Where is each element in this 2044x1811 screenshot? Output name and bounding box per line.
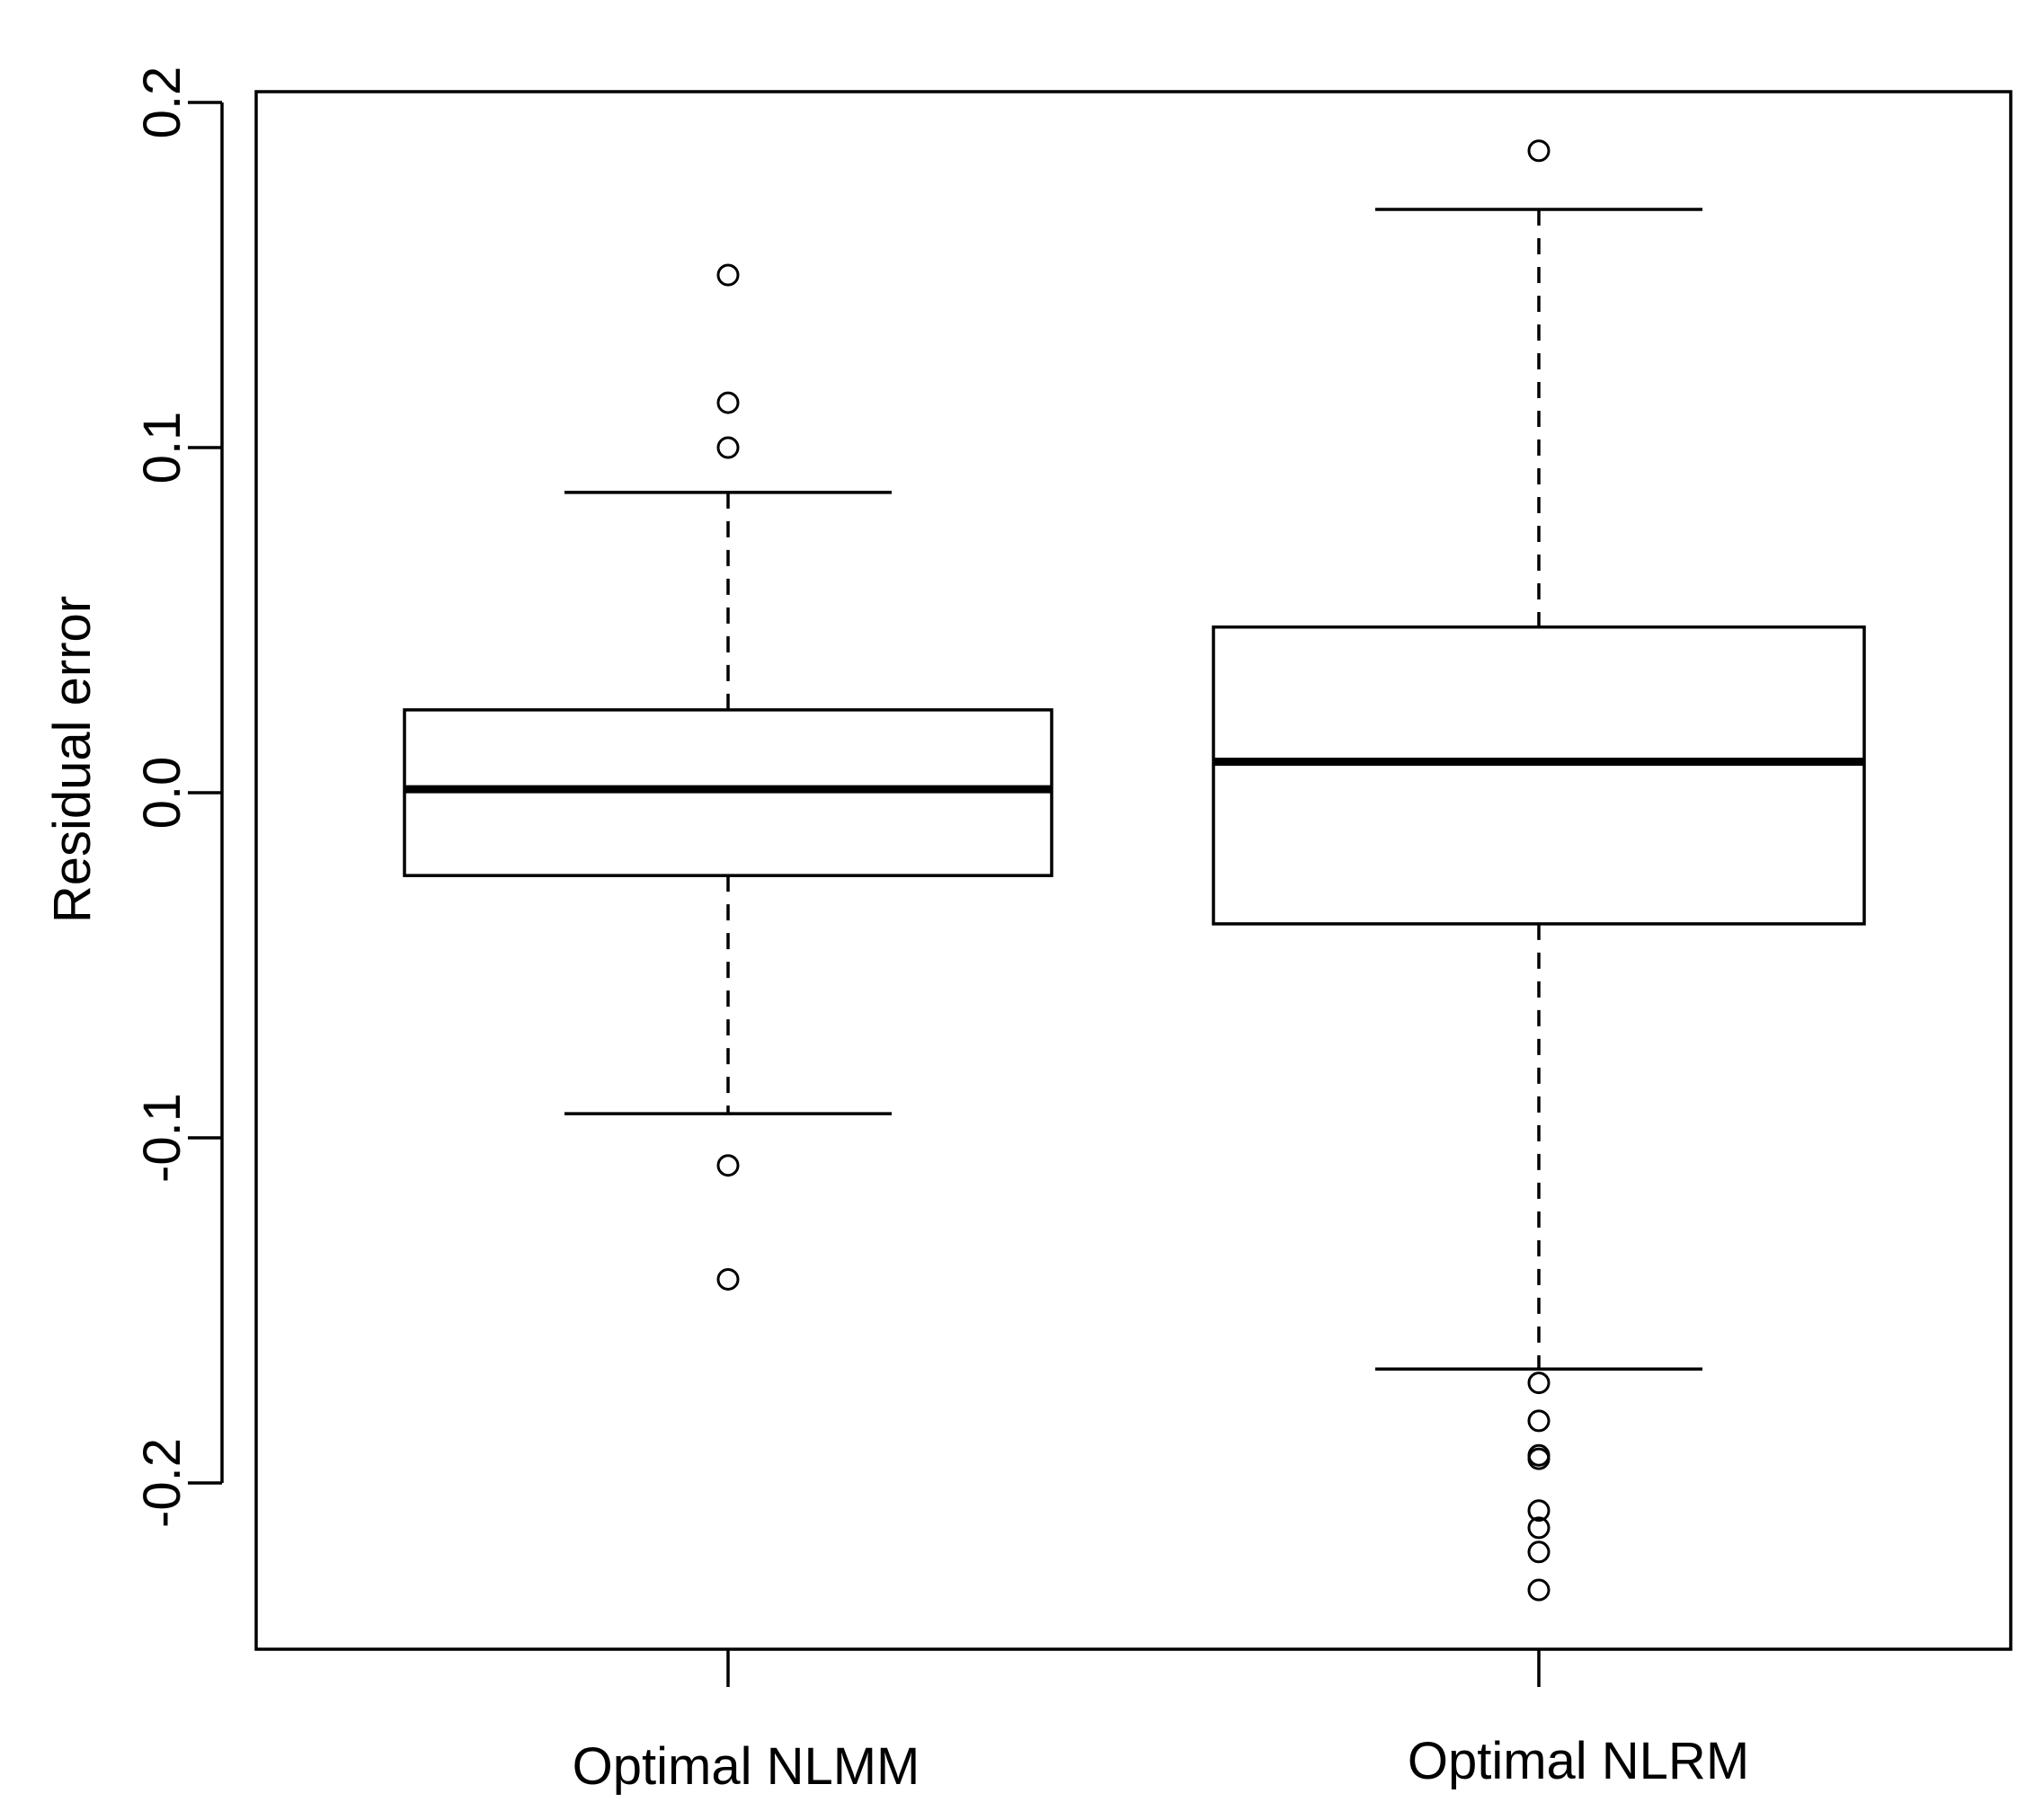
outlier-point bbox=[1527, 1372, 1551, 1395]
y-tick-label: 0.2 bbox=[133, 67, 191, 139]
outlier-point bbox=[1527, 1578, 1551, 1602]
plot-frame bbox=[254, 90, 2013, 1651]
outlier-point bbox=[1527, 1516, 1551, 1540]
y-tick-label: 0.0 bbox=[133, 757, 191, 830]
outlier-point bbox=[716, 263, 740, 287]
outlier-point bbox=[716, 1154, 740, 1177]
box-1 bbox=[403, 263, 1053, 1291]
x-axis: Optimal NLMM Optimal NLRM bbox=[573, 1649, 1749, 1796]
outlier-point bbox=[1527, 1447, 1551, 1470]
box-2 bbox=[1212, 139, 1866, 1602]
outlier-point bbox=[1527, 1409, 1551, 1433]
outlier-point bbox=[1527, 1540, 1551, 1564]
iqr-box bbox=[1212, 625, 1866, 926]
outlier-point bbox=[716, 1267, 740, 1291]
outlier-point bbox=[1527, 139, 1551, 163]
x-tick-label: Optimal NLRM bbox=[1408, 1732, 1749, 1790]
x-tick-label: Optimal NLMM bbox=[573, 1737, 920, 1796]
y-tick-label: 0.1 bbox=[133, 412, 191, 484]
outlier-point bbox=[1527, 1499, 1551, 1522]
outlier-point bbox=[716, 436, 740, 459]
outlier-point bbox=[716, 391, 740, 414]
y-tick-label: -0.1 bbox=[133, 1093, 191, 1183]
y-tick-label: -0.2 bbox=[133, 1438, 191, 1528]
box-group bbox=[403, 139, 1866, 1602]
y-axis-label: Residual error bbox=[43, 596, 102, 923]
y-axis: -0.2 -0.1 0.0 0.1 0.2 bbox=[133, 67, 224, 1528]
